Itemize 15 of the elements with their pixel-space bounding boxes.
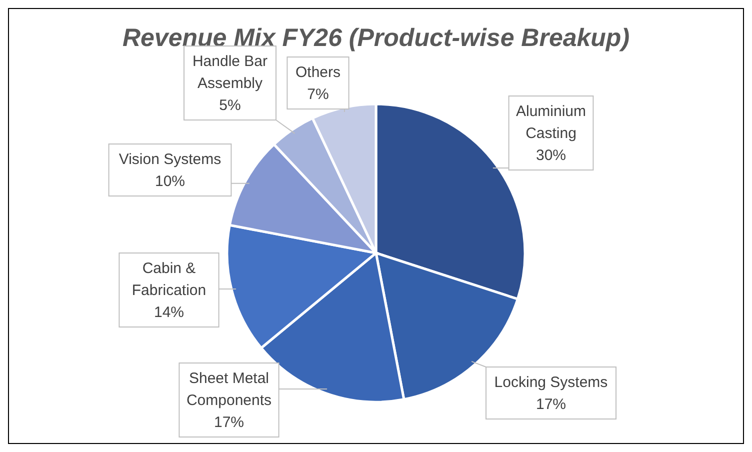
data-label: 14% [154,304,184,321]
data-label: 5% [219,97,241,114]
slice-label: Others [295,64,341,81]
slice-label: Sheet Metal Components [186,370,272,409]
slice-label: Handle Bar Assembly [192,53,268,92]
data-label: 10% [154,173,186,190]
chart-title: Revenue Mix FY26 (Product-wise Breakup) [122,24,630,52]
slice-label: Cabin & Fabrication [132,260,206,299]
data-label: 17% [214,414,244,431]
slice-label: Locking Systems [494,374,608,391]
data-label: 7% [307,86,329,103]
data-label: 30% [536,147,566,164]
slice-label: Aluminium Casting [516,103,586,142]
data-label: 17% [536,396,566,413]
slice-label: Vision Systems [118,151,222,168]
